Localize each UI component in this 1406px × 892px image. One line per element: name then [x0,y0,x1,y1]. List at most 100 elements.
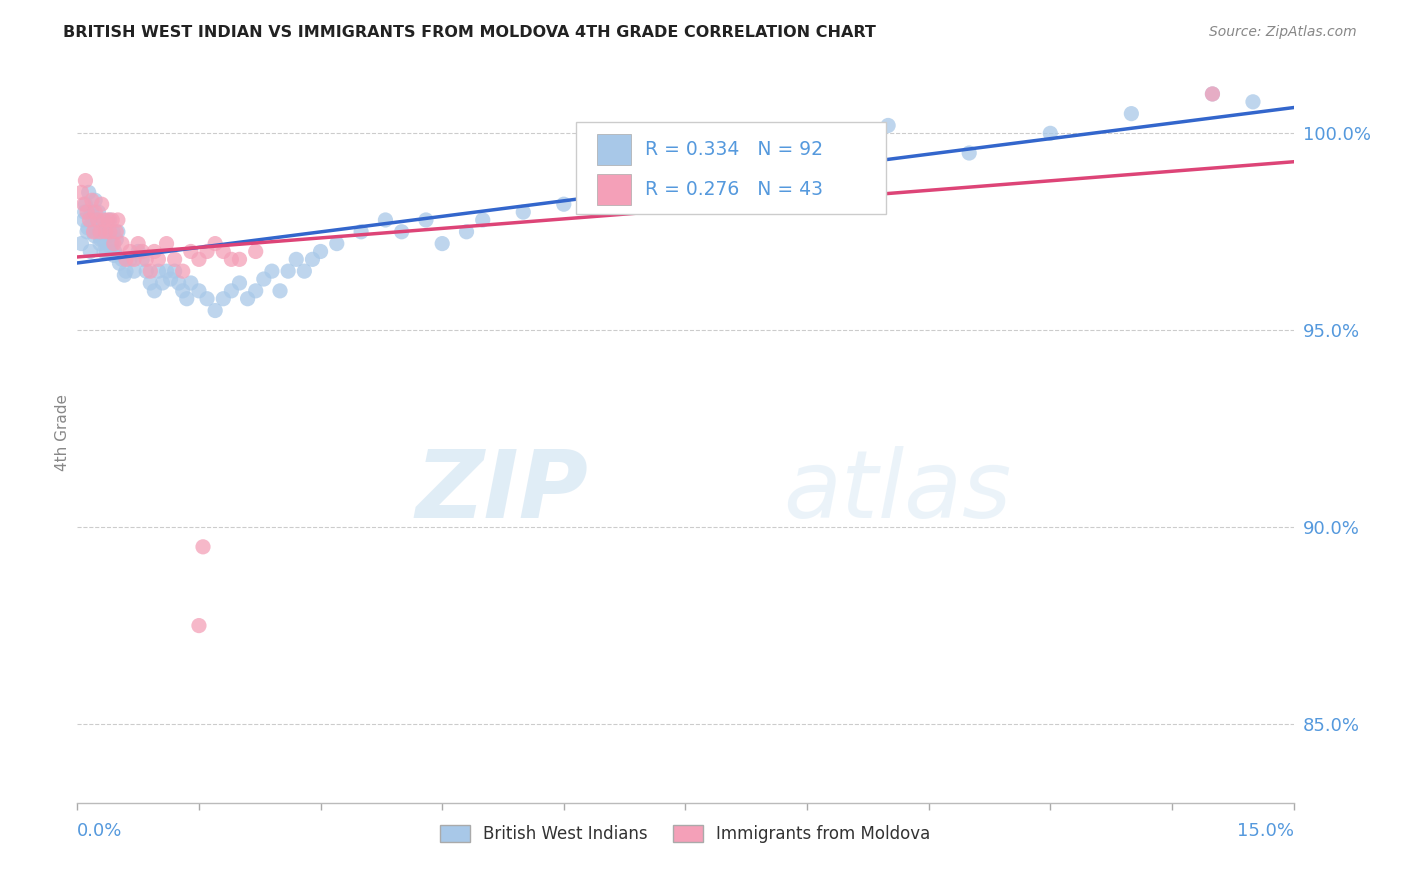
Point [188,252,211,267]
FancyBboxPatch shape [576,121,886,214]
Point [228,252,250,267]
Point [100,236,122,251]
Point [83,213,105,227]
Point [593,186,616,200]
Point [98,213,121,227]
Point [97,213,120,227]
Point [87,205,110,219]
Point [553,197,575,211]
Point [143,284,166,298]
Point [79,213,101,227]
Point [89,225,111,239]
Point [104,244,127,259]
Point [456,225,478,239]
Point [326,236,349,251]
Point [152,276,174,290]
Point [176,292,198,306]
Point [101,213,124,227]
Point [103,236,125,251]
Point [105,233,128,247]
Point [107,225,129,239]
Point [195,244,218,259]
Point [1039,126,1062,140]
Point [221,284,243,298]
Point [73,205,96,219]
Point [260,264,283,278]
Point [122,264,145,278]
Point [143,244,166,259]
Point [350,225,373,239]
Legend: British West Indians, Immigrants from Moldova: British West Indians, Immigrants from Mo… [433,819,938,850]
Point [957,146,980,161]
Point [188,618,211,632]
Point [131,244,153,259]
Bar [596,134,631,165]
Point [115,252,138,267]
Point [212,292,235,306]
Point [118,244,141,259]
Text: Source: ZipAtlas.com: Source: ZipAtlas.com [1209,25,1357,39]
Text: R = 0.334   N = 92: R = 0.334 N = 92 [645,139,824,159]
Point [221,252,243,267]
Point [111,252,134,267]
Point [163,264,186,278]
Point [75,173,97,187]
Point [245,284,267,298]
Point [796,134,818,148]
Point [76,205,98,219]
Point [167,276,190,290]
Point [118,252,141,267]
Point [96,244,118,259]
Point [98,225,121,239]
Point [148,252,170,267]
Point [111,236,134,251]
Point [70,236,93,251]
Point [180,276,202,290]
Point [84,194,107,208]
Point [127,236,149,251]
Point [163,252,186,267]
Point [93,244,115,259]
Bar [596,174,631,205]
Point [204,236,226,251]
Point [277,264,299,278]
Point [79,244,101,259]
Point [73,213,96,227]
Point [105,225,128,239]
Point [253,272,276,286]
Point [127,244,149,259]
Point [108,256,131,270]
Point [204,303,226,318]
Point [191,540,214,554]
Point [755,146,778,161]
Point [83,225,105,239]
Text: 0.0%: 0.0% [77,822,122,840]
Point [1201,87,1223,101]
Point [415,213,437,227]
Point [107,213,129,227]
Point [131,252,153,267]
Point [122,252,145,267]
Point [73,197,96,211]
Point [101,225,124,239]
Point [76,225,98,239]
Point [112,268,135,282]
Point [115,264,138,278]
Point [96,225,118,239]
Point [172,284,194,298]
Point [292,264,315,278]
Point [80,209,103,223]
Point [90,197,112,211]
Point [100,240,122,254]
Point [309,244,332,259]
Point [84,205,107,219]
Point [236,292,259,306]
Point [89,236,111,251]
Point [159,272,181,286]
Text: BRITISH WEST INDIAN VS IMMIGRANTS FROM MOLDOVA 4TH GRADE CORRELATION CHART: BRITISH WEST INDIAN VS IMMIGRANTS FROM M… [63,25,876,40]
Point [1241,95,1264,109]
Point [148,264,170,278]
Point [135,264,157,278]
Point [77,186,100,200]
Point [212,244,235,259]
